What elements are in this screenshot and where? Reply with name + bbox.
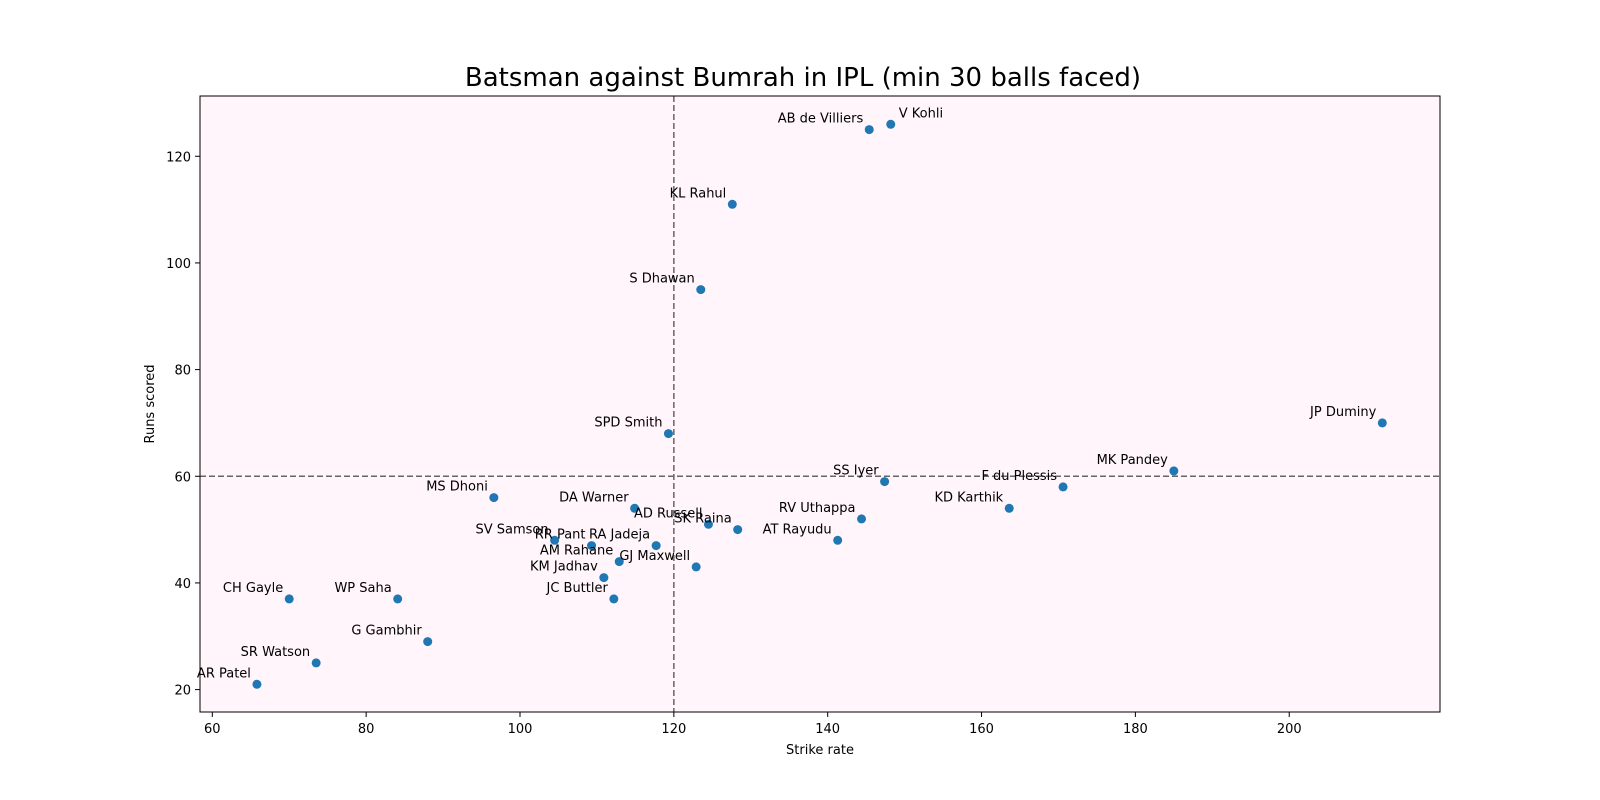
point-label: AM Rahane — [540, 544, 613, 559]
point-label: GJ Maxwell — [619, 549, 690, 564]
chart-title: Batsman against Bumrah in IPL (min 30 ba… — [465, 63, 1141, 93]
point-label: JP Duminy — [1309, 405, 1377, 420]
x-tick-label: 140 — [815, 722, 840, 737]
data-point — [1004, 503, 1014, 513]
data-point — [311, 658, 321, 668]
data-point — [833, 535, 843, 545]
data-point — [663, 429, 673, 439]
x-tick-label: 100 — [508, 722, 533, 737]
y-tick-label: 120 — [166, 150, 191, 165]
point-label: AT Rayudu — [763, 522, 832, 537]
x-axis-ticks: 60 80 100 120 140 160 180 200 — [204, 712, 1302, 737]
data-point — [857, 514, 867, 524]
data-point — [1377, 418, 1387, 428]
x-tick-label: 60 — [204, 722, 221, 737]
point-label: JC Buttler — [545, 581, 608, 596]
point-label: KL Rahul — [670, 186, 727, 201]
point-label: SR Watson — [241, 645, 310, 660]
reference-lines — [200, 96, 1440, 712]
plot-area — [200, 96, 1440, 712]
data-point — [886, 119, 896, 129]
point-label: SS Iyer — [833, 464, 879, 479]
x-tick-label: 200 — [1277, 722, 1302, 737]
data-points — [252, 119, 1387, 689]
data-point — [651, 541, 661, 551]
point-label: DA Warner — [559, 490, 629, 505]
point-label: CH Gayle — [223, 581, 283, 596]
point-label: SV Samson — [475, 522, 548, 537]
data-point — [703, 519, 713, 529]
y-tick-label: 40 — [174, 577, 191, 592]
data-point — [252, 679, 262, 689]
x-tick-label: 120 — [661, 722, 686, 737]
point-label: AR Patel — [197, 666, 251, 681]
y-tick-label: 80 — [174, 364, 191, 379]
point-label: F du Plessis — [981, 469, 1057, 484]
data-point — [733, 525, 743, 535]
data-point — [864, 125, 874, 135]
data-point — [550, 535, 560, 545]
data-point — [609, 594, 619, 604]
data-point — [630, 503, 640, 513]
point-label: MK Pandey — [1097, 453, 1169, 468]
y-axis-label: Runs scored — [143, 364, 158, 443]
data-point — [423, 637, 433, 647]
x-tick-label: 160 — [969, 722, 994, 737]
data-point — [691, 562, 701, 572]
point-label: AD Russell — [634, 506, 703, 521]
data-point — [284, 594, 294, 604]
data-point — [727, 199, 737, 209]
data-point — [1169, 466, 1179, 476]
point-label: RV Uthappa — [779, 501, 856, 516]
data-point — [696, 285, 706, 295]
x-tick-label: 180 — [1123, 722, 1148, 737]
point-label: RR Pant — [535, 528, 586, 543]
point-labels: V Kohli AB de Villiers KL Rahul S Dhawan JP … — [197, 106, 1377, 681]
point-label: MS Dhoni — [426, 480, 488, 495]
data-point — [587, 541, 597, 551]
y-tick-label: 20 — [174, 684, 191, 699]
point-label: SK Raina — [674, 512, 731, 527]
data-point — [1058, 482, 1068, 492]
y-axis-ticks: 20 40 60 80 100 120 — [166, 150, 200, 699]
x-axis-label: Strike rate — [786, 743, 854, 758]
point-label: S Dhawan — [629, 272, 694, 287]
y-tick-label: 100 — [166, 257, 191, 272]
y-tick-label: 60 — [174, 470, 191, 485]
point-label: WP Saha — [334, 581, 391, 596]
point-label: V Kohli — [899, 106, 943, 121]
data-point — [393, 594, 403, 604]
data-point — [489, 493, 499, 503]
data-point — [614, 557, 624, 567]
point-label: G Gambhir — [351, 624, 422, 639]
x-tick-label: 80 — [358, 722, 375, 737]
point-label: SPD Smith — [594, 416, 662, 431]
point-label: KM Jadhav — [530, 560, 598, 575]
data-point — [880, 477, 890, 487]
point-label: RA Jadeja — [589, 528, 650, 543]
plot-frame — [199, 95, 1441, 713]
point-label: AB de Villiers — [778, 112, 864, 127]
data-point — [599, 573, 609, 583]
point-label: KD Karthik — [934, 490, 1003, 505]
